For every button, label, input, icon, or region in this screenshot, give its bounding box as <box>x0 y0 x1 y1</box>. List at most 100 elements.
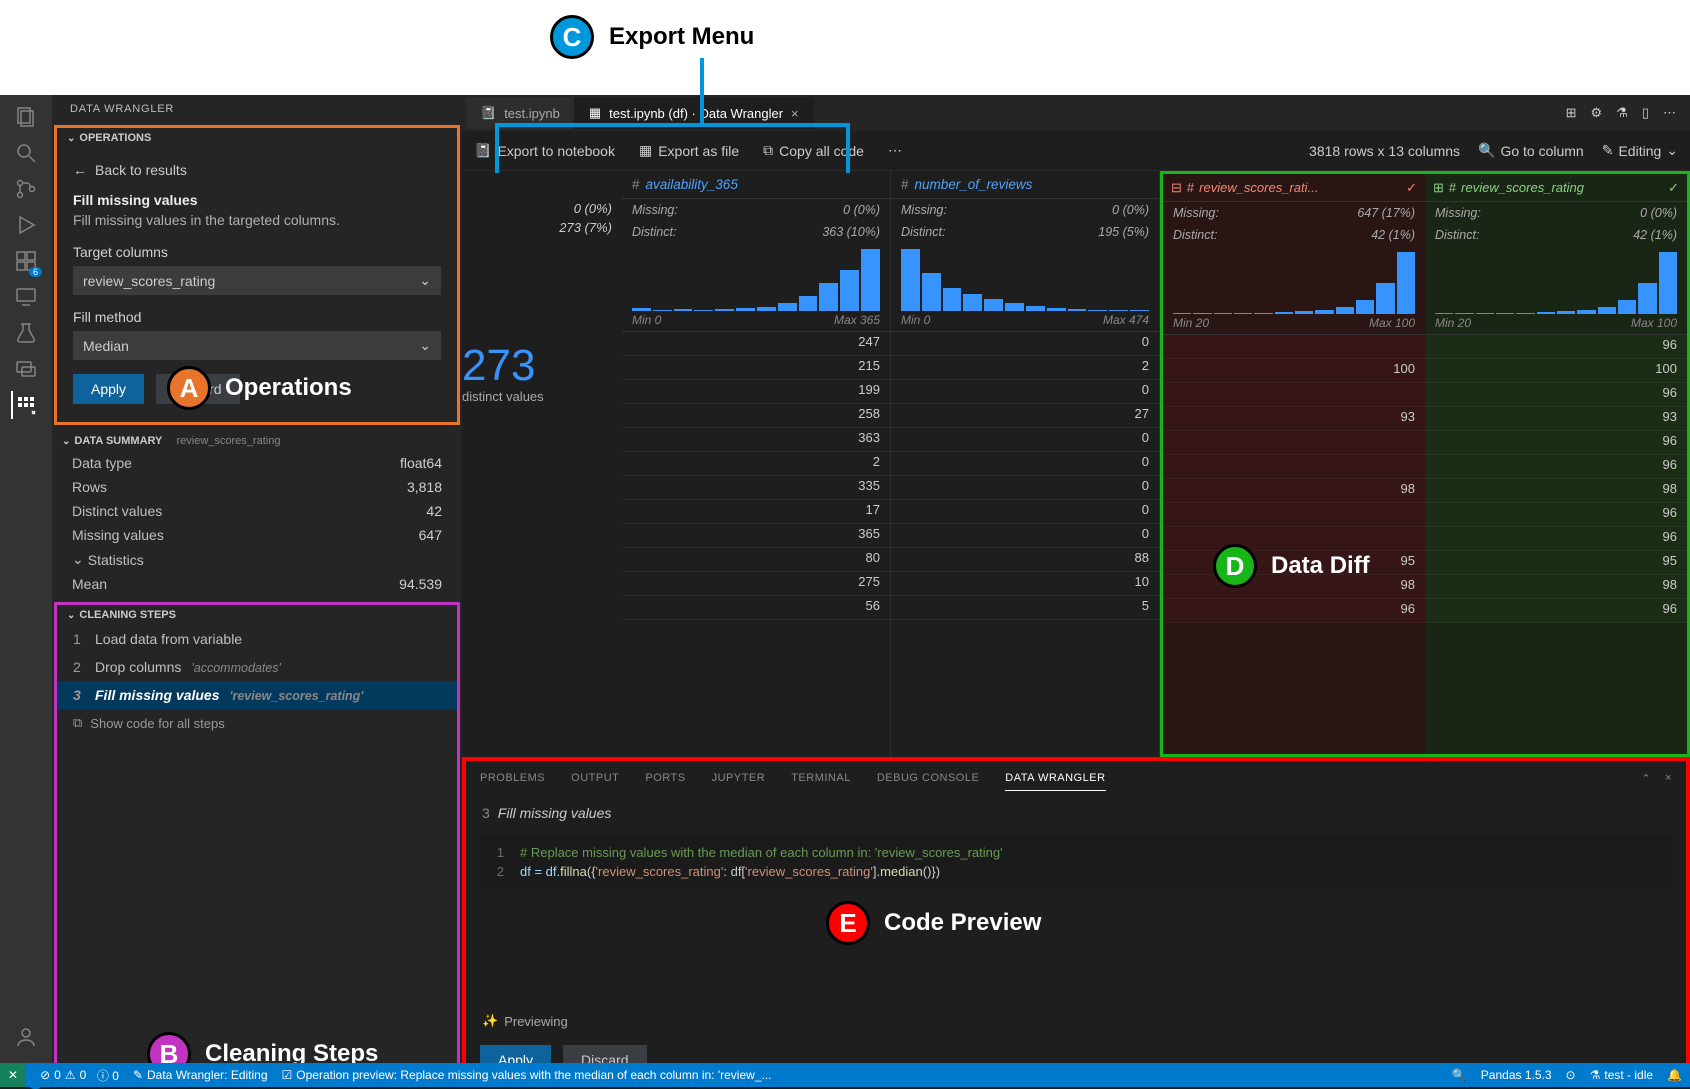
statistics-header[interactable]: ⌄Statistics <box>52 547 462 572</box>
table-cell[interactable]: 56 <box>622 596 890 620</box>
show-code-link[interactable]: ⧉Show code for all steps <box>57 709 457 737</box>
explorer-icon[interactable] <box>12 103 40 131</box>
table-cell[interactable]: 0 <box>891 524 1159 548</box>
table-cell[interactable]: 215 <box>622 356 890 380</box>
cleaning-step[interactable]: 2Drop columns'accommodates' <box>57 653 457 681</box>
table-cell[interactable]: 335 <box>622 476 890 500</box>
table-cell[interactable]: 0 <box>891 452 1159 476</box>
table-cell[interactable] <box>1163 383 1425 407</box>
table-cell[interactable]: 363 <box>622 428 890 452</box>
table-cell[interactable]: 96 <box>1425 503 1687 527</box>
mode-toggle[interactable]: ✎Editing ⌄ <box>1602 142 1678 159</box>
wrangler-status[interactable]: ✎ Data Wrangler: Editing <box>133 1068 268 1082</box>
table-cell[interactable]: 96 <box>1425 455 1687 479</box>
fill-method-select[interactable]: Median⌄ <box>73 331 441 360</box>
apply-button[interactable]: Apply <box>73 374 144 404</box>
cleaning-steps-header[interactable]: ⌄CLEANING STEPS <box>57 605 457 625</box>
table-cell[interactable]: 100 <box>1163 359 1425 383</box>
copilot-icon[interactable]: ⊙ <box>1566 1068 1576 1082</box>
table-cell[interactable]: 96 <box>1425 431 1687 455</box>
panel-tab[interactable]: PROBLEMS <box>480 766 545 791</box>
table-cell[interactable] <box>1163 335 1425 359</box>
column-header[interactable]: #number_of_reviews <box>891 171 1159 199</box>
run-debug-icon[interactable] <box>12 211 40 239</box>
table-cell[interactable]: 2 <box>622 452 890 476</box>
table-cell[interactable]: 100 <box>1425 359 1687 383</box>
panel-icon[interactable]: ▯ <box>1642 105 1649 121</box>
panel-tab[interactable]: OUTPUT <box>571 766 619 791</box>
more-icon[interactable]: ⋯ <box>1663 105 1676 121</box>
table-cell[interactable]: 96 <box>1425 335 1687 359</box>
table-cell[interactable]: 0 <box>891 500 1159 524</box>
layout-icon[interactable]: ⊞ <box>1566 105 1577 121</box>
panel-close-icon[interactable]: × <box>1665 772 1672 785</box>
panel-tab[interactable]: TERMINAL <box>791 766 851 791</box>
cleaning-step[interactable]: 3Fill missing values'review_scores_ratin… <box>57 681 457 709</box>
more-actions-button[interactable]: ⋯ <box>888 142 902 159</box>
panel-maximize-icon[interactable]: ⌃ <box>1641 772 1651 785</box>
table-cell[interactable]: 27 <box>891 404 1159 428</box>
distinct-label: distinct values <box>462 389 544 404</box>
extensions-icon[interactable]: 6 <box>12 247 40 275</box>
testing-icon[interactable] <box>12 319 40 347</box>
remote-indicator[interactable]: ✕ <box>0 1063 26 1087</box>
table-cell[interactable]: 0 <box>891 476 1159 500</box>
table-cell[interactable] <box>1163 431 1425 455</box>
table-cell[interactable]: 0 <box>891 428 1159 452</box>
table-cell[interactable]: 88 <box>891 548 1159 572</box>
target-columns-select[interactable]: review_scores_rating⌄ <box>73 266 441 295</box>
table-cell[interactable]: 247 <box>622 332 890 356</box>
table-cell[interactable] <box>1163 455 1425 479</box>
table-cell[interactable]: 258 <box>622 404 890 428</box>
column-header[interactable]: ⊟#review_scores_rati...✓ <box>1163 174 1425 202</box>
table-cell[interactable]: 93 <box>1163 407 1425 431</box>
back-to-results-link[interactable]: ←Back to results <box>73 154 441 192</box>
table-cell[interactable]: 96 <box>1163 599 1425 623</box>
table-cell[interactable]: 95 <box>1425 551 1687 575</box>
kernel-status[interactable]: ⚗ test - idle <box>1590 1068 1653 1082</box>
zoom-icon[interactable]: 🔍 <box>1452 1068 1467 1082</box>
search-icon[interactable] <box>12 139 40 167</box>
notifications-icon[interactable]: 🔔 <box>1667 1068 1682 1082</box>
go-to-column-button[interactable]: 🔍Go to column <box>1478 142 1584 159</box>
table-cell[interactable]: 0 <box>891 380 1159 404</box>
chat-icon[interactable] <box>12 355 40 383</box>
panel-tab[interactable]: DATA WRANGLER <box>1005 766 1105 791</box>
table-cell[interactable]: 365 <box>622 524 890 548</box>
table-cell[interactable]: 96 <box>1425 383 1687 407</box>
table-cell[interactable]: 93 <box>1425 407 1687 431</box>
table-cell[interactable]: 0 <box>891 332 1159 356</box>
table-cell[interactable]: 17 <box>622 500 890 524</box>
panel-tab[interactable]: PORTS <box>645 766 685 791</box>
table-cell[interactable]: 5 <box>891 596 1159 620</box>
panel-tab[interactable]: JUPYTER <box>712 766 766 791</box>
table-cell[interactable]: 275 <box>622 572 890 596</box>
cleaning-step[interactable]: 1Load data from variable <box>57 625 457 653</box>
table-cell[interactable]: 96 <box>1425 527 1687 551</box>
remote-explorer-icon[interactable] <box>12 283 40 311</box>
data-wrangler-icon[interactable] <box>11 391 39 419</box>
data-summary-header[interactable]: ⌄DATA SUMMARY review_scores_rating <box>52 431 462 451</box>
panel-tab[interactable]: DEBUG CONSOLE <box>877 766 979 791</box>
table-cell[interactable]: 10 <box>891 572 1159 596</box>
errors-count[interactable]: ⊘ 0 ⚠ 0 ⓘ 0 <box>40 1067 119 1084</box>
pandas-version[interactable]: Pandas 1.5.3 <box>1481 1068 1552 1082</box>
account-icon[interactable] <box>12 1023 40 1051</box>
export-file-button[interactable]: ▦Export as file <box>639 142 739 159</box>
source-control-icon[interactable] <box>12 175 40 203</box>
annotation-strip: C Export Menu <box>0 0 1690 95</box>
table-cell[interactable]: 98 <box>1163 479 1425 503</box>
table-cell[interactable]: 96 <box>1425 599 1687 623</box>
table-cell[interactable]: 2 <box>891 356 1159 380</box>
table-cell[interactable]: 98 <box>1425 479 1687 503</box>
table-cell[interactable] <box>1163 503 1425 527</box>
column-header[interactable]: ⊞#review_scores_rating✓ <box>1425 174 1687 202</box>
settings-icon[interactable]: ⚙ <box>1591 105 1603 121</box>
operations-header[interactable]: ⌄OPERATIONS <box>57 128 457 148</box>
table-cell[interactable]: 199 <box>622 380 890 404</box>
beaker-icon[interactable]: ⚗ <box>1616 105 1628 121</box>
close-icon[interactable]: × <box>791 106 799 121</box>
column-header[interactable]: #availability_365 <box>622 171 890 199</box>
table-cell[interactable]: 98 <box>1425 575 1687 599</box>
table-cell[interactable]: 80 <box>622 548 890 572</box>
